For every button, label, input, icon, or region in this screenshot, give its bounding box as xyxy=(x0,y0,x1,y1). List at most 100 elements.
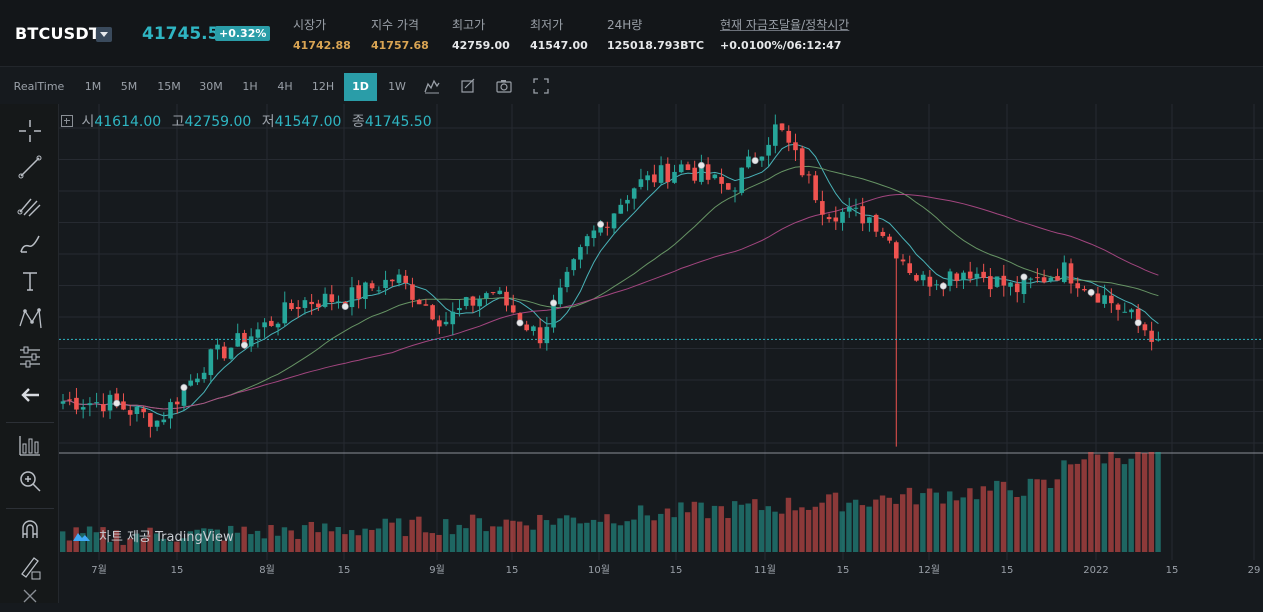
ma-50-line xyxy=(62,193,1159,410)
tf-5m[interactable]: 5M xyxy=(120,80,138,93)
candle-body xyxy=(880,231,886,236)
pattern-icon[interactable] xyxy=(15,304,45,334)
magnet-icon[interactable] xyxy=(15,514,45,544)
volume-bar xyxy=(86,526,93,552)
candle-body xyxy=(618,204,624,214)
crosshair-icon[interactable] xyxy=(15,116,45,146)
ohlc-high: 42759.00 xyxy=(184,114,252,130)
candle-body xyxy=(833,217,839,222)
expand-legend-icon[interactable] xyxy=(61,115,73,127)
candle-body xyxy=(228,347,234,359)
candle-body xyxy=(625,199,630,204)
volume-bar xyxy=(1081,459,1087,552)
candle-body xyxy=(799,148,805,176)
fullscreen-icon[interactable] xyxy=(533,78,549,94)
lock-draw-icon[interactable] xyxy=(15,552,45,582)
tf-1d[interactable]: 1D xyxy=(344,73,377,101)
candle-body xyxy=(74,397,79,410)
volume-bar xyxy=(335,527,341,552)
back-arrow-icon[interactable] xyxy=(15,380,45,410)
volume-bar xyxy=(1141,453,1148,552)
volume-bar xyxy=(248,534,254,552)
trend-line-icon[interactable] xyxy=(15,152,45,182)
volume-bar xyxy=(261,538,267,552)
pitchfork-icon[interactable] xyxy=(15,190,45,220)
volume-bar xyxy=(805,509,812,552)
candle-body xyxy=(329,294,335,302)
stat-label-funding[interactable]: 현재 자금조달율/정착시간 xyxy=(720,18,850,32)
volume-bar xyxy=(846,502,852,552)
tf-1h[interactable]: 1H xyxy=(242,80,258,93)
tf-1m[interactable]: 1M xyxy=(84,80,102,93)
volume-bar xyxy=(940,503,946,552)
volume-bar xyxy=(1135,452,1141,552)
candle-type-icon[interactable] xyxy=(424,78,440,94)
tradingview-attribution[interactable]: 차트 제공 TradingView xyxy=(71,526,234,545)
candle-body xyxy=(853,207,859,209)
candle-body xyxy=(994,276,1000,287)
volume-bar xyxy=(281,527,288,552)
tf-12h[interactable]: 12H xyxy=(311,80,335,93)
candle-body xyxy=(215,344,220,350)
symbol-dropdown-icon[interactable] xyxy=(96,27,112,42)
volume-bar xyxy=(584,522,590,552)
volume-bar xyxy=(1115,458,1121,552)
volume-bar xyxy=(409,519,415,552)
price-chart[interactable]: 7월 15 8월 15 9월 15 10월 15 11월 15 12월 15 2022 15 29 xyxy=(59,104,1263,603)
stat-label-index: 지수 가격 xyxy=(371,18,419,32)
candle-body xyxy=(746,156,751,168)
volume-bar xyxy=(1121,464,1128,552)
bar-chart-icon[interactable] xyxy=(15,430,45,460)
volume-bar xyxy=(147,527,153,552)
symbol-name[interactable]: BTCUSDT xyxy=(15,24,100,43)
volume-bar xyxy=(537,514,543,552)
tf-4h[interactable]: 4H xyxy=(277,80,293,93)
collapse-icon[interactable] xyxy=(15,582,45,612)
candle-body xyxy=(363,282,368,299)
chart-area[interactable]: 7월 15 8월 15 9월 15 10월 15 11월 15 12월 15 2022 15 29 시416… xyxy=(59,104,1263,603)
zoom-icon[interactable] xyxy=(15,466,45,496)
candle-body xyxy=(1129,309,1134,313)
candle-body xyxy=(544,326,550,344)
candle-body xyxy=(369,283,375,289)
measure-icon[interactable] xyxy=(15,342,45,372)
volume-bar xyxy=(254,530,261,552)
volume-bar xyxy=(765,506,771,552)
candle-body xyxy=(87,403,93,406)
volume-bar xyxy=(1041,479,1047,552)
candle-body xyxy=(1068,263,1074,284)
stat-label-volume: 24H량 xyxy=(607,18,643,32)
tf-realtime[interactable]: RealTime xyxy=(13,80,65,93)
volume-bar xyxy=(953,500,960,552)
candle-body xyxy=(114,393,120,404)
x-axis-tick-label: 7월 xyxy=(91,564,107,576)
volume-bar xyxy=(725,518,731,552)
candle-body xyxy=(1041,277,1047,283)
tf-15m[interactable]: 15M xyxy=(157,80,181,93)
volume-bar xyxy=(510,520,516,552)
candle-body xyxy=(652,174,657,183)
volume-bar xyxy=(416,516,422,552)
tf-1w[interactable]: 1W xyxy=(388,80,406,93)
volume-bar xyxy=(60,531,66,552)
drawing-toolbar xyxy=(0,104,59,603)
x-axis-tick-label: 15 xyxy=(171,565,184,576)
volume-bar xyxy=(456,524,462,552)
indicator-icon[interactable] xyxy=(460,78,476,94)
candle-body xyxy=(611,213,617,229)
candle-body xyxy=(450,311,456,325)
brush-icon[interactable] xyxy=(15,228,45,258)
x-axis-tick-label: 8월 xyxy=(259,564,275,576)
candle-body xyxy=(598,224,603,233)
camera-icon[interactable] xyxy=(496,78,512,94)
candle-body xyxy=(262,322,267,328)
candle-body xyxy=(416,299,422,305)
candle-body xyxy=(766,144,771,156)
candle-body xyxy=(235,333,241,347)
volume-bar xyxy=(658,513,664,552)
volume-bar xyxy=(402,536,409,552)
tf-30m[interactable]: 30M xyxy=(199,80,223,93)
candle-body xyxy=(1149,330,1154,342)
ohlc-open-label: 시 xyxy=(81,114,95,130)
text-icon[interactable] xyxy=(15,266,45,296)
